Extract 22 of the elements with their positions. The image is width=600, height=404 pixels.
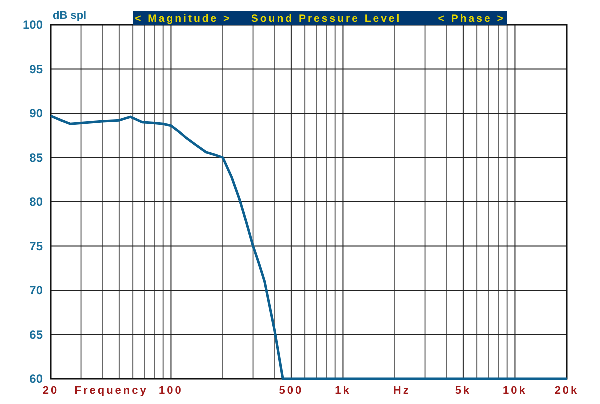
x-tick-label: 100 — [159, 385, 184, 397]
y-tick-label: 85 — [30, 150, 44, 165]
y-tick-label: 80 — [30, 195, 44, 210]
x-axis-title: Frequency — [74, 385, 148, 397]
y-tick-label: 70 — [30, 284, 44, 298]
y-axis-title: dB spl — [53, 10, 87, 22]
annotation: < Phase > — [438, 13, 506, 25]
y-tick-label: 65 — [30, 328, 44, 342]
x-tick-label: 20 — [42, 385, 60, 397]
x-tick-label: 500 — [279, 385, 304, 397]
y-tick-label: 95 — [30, 62, 44, 76]
x-tick-label: 5k — [455, 385, 472, 397]
y-tick-label: 60 — [30, 372, 44, 386]
y-tick-label: 75 — [30, 239, 44, 254]
chart-title: Sound Pressure Level — [251, 13, 402, 25]
x-tick-label: 10k — [503, 385, 528, 397]
x-tick-label: 20k — [554, 385, 580, 397]
y-tick-label: 100 — [22, 18, 44, 32]
annotation: < Magnitude > — [135, 13, 232, 25]
x-tick-label: 1k — [335, 385, 352, 397]
text: Hz — [393, 385, 411, 397]
y-tick-label: 90 — [30, 106, 44, 121]
